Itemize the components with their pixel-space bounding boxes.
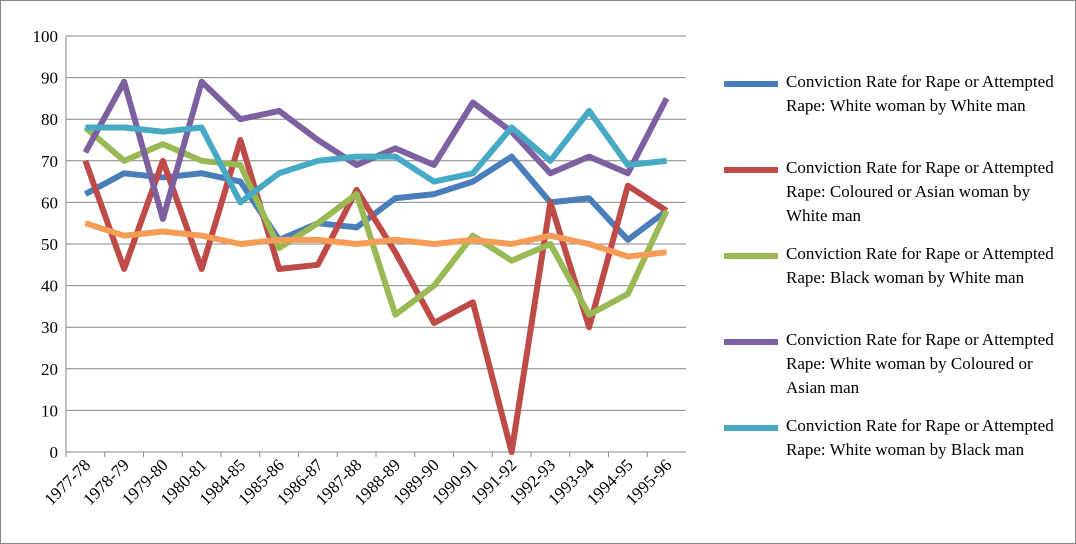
legend-entry: Conviction Rate for Rape or Attempted Ra… [724, 328, 1064, 414]
y-tick-label: 60 [41, 193, 58, 212]
y-tick-label: 30 [41, 318, 58, 337]
series-line [83, 153, 669, 243]
legend-label: Conviction Rate for Rape or Attempted Ra… [786, 244, 1054, 287]
y-tick-label: 90 [41, 69, 58, 88]
legend-swatch [724, 339, 778, 345]
series-line [82, 137, 669, 455]
series-line [84, 220, 667, 260]
legend-entry: Conviction Rate for Rape or Attempted Ra… [724, 156, 1064, 242]
y-tick-label: 80 [41, 110, 58, 129]
y-tick-label: 10 [41, 401, 58, 420]
y-tick-label: 50 [41, 235, 58, 254]
legend-entry: Conviction Rate for Rape or Attempted Ra… [724, 70, 1064, 156]
series-line [85, 107, 667, 206]
legend-swatch [724, 253, 778, 259]
y-tick-label: 0 [50, 443, 59, 462]
legend-entry: Conviction Rate for Rape or Attempted Ra… [724, 242, 1064, 328]
legend-entry: Conviction Rate for Rape or Attempted Ra… [724, 414, 1064, 500]
y-tick-label: 40 [41, 277, 58, 296]
legend: Conviction Rate for Rape or Attempted Ra… [724, 70, 1064, 500]
legend-swatch [724, 81, 778, 87]
legend-label: Conviction Rate for Rape or Attempted Ra… [786, 158, 1054, 225]
y-tick-label: 20 [41, 360, 58, 379]
legend-label: Conviction Rate for Rape or Attempted Ra… [786, 72, 1054, 115]
legend-label: Conviction Rate for Rape or Attempted Ra… [786, 330, 1054, 397]
legend-label: Conviction Rate for Rape or Attempted Ra… [786, 416, 1054, 459]
y-tick-label: 70 [41, 152, 58, 171]
legend-swatch [724, 167, 778, 173]
legend-swatch [724, 425, 778, 431]
y-tick-label: 100 [33, 27, 59, 46]
